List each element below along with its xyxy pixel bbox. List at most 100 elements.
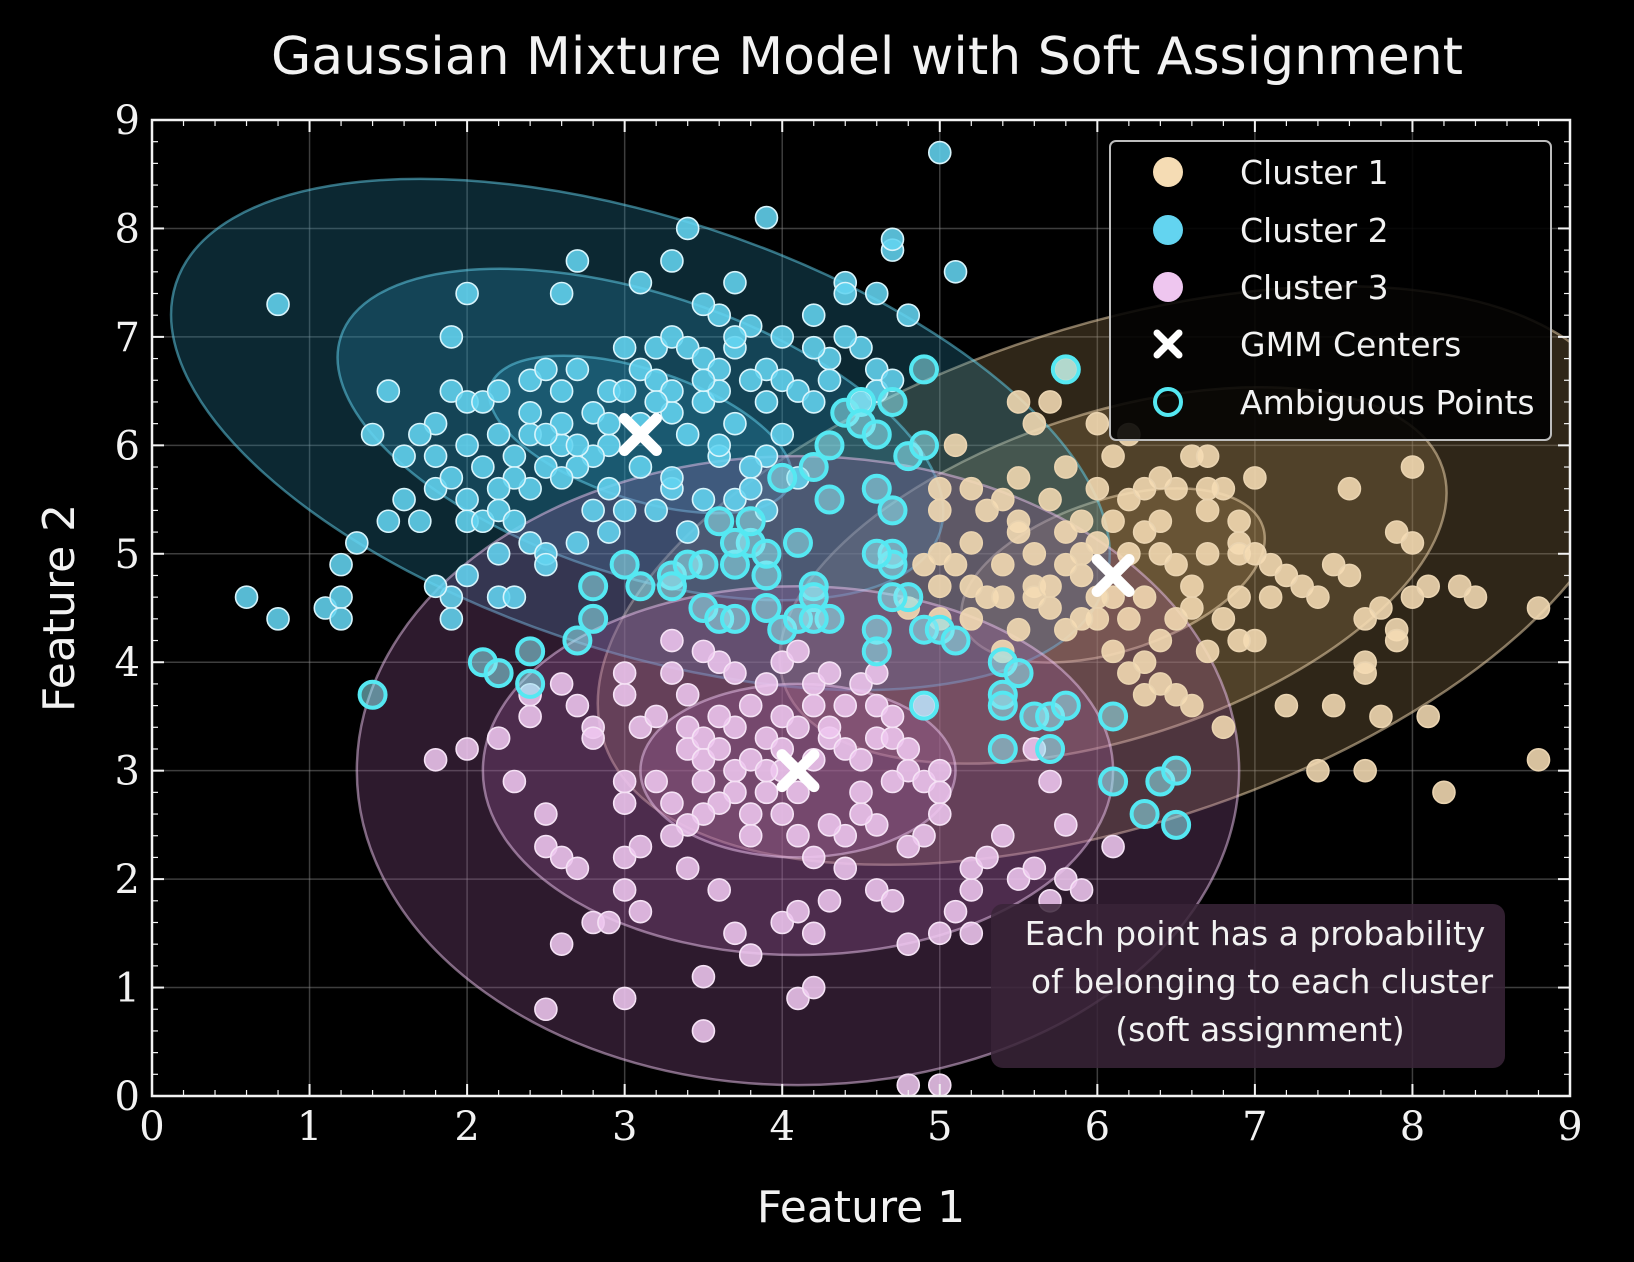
legend-label-cluster-2: Cluster 2 <box>1240 211 1389 250</box>
data-point-cluster-1 <box>1274 693 1299 718</box>
legend-marker-cluster-1 <box>1153 157 1183 187</box>
data-point-cluster-3 <box>660 661 684 685</box>
ambiguous-point <box>578 603 609 634</box>
data-point-cluster-1 <box>1085 411 1110 436</box>
data-point-cluster-2 <box>518 400 542 425</box>
data-point-cluster-2 <box>565 249 590 273</box>
data-point-cluster-2 <box>266 292 290 317</box>
data-point-cluster-3 <box>975 845 999 870</box>
data-point-cluster-1 <box>1400 455 1425 479</box>
data-point-cluster-3 <box>801 693 826 718</box>
data-point-cluster-1 <box>1337 476 1362 501</box>
data-point-cluster-1 <box>1054 552 1078 577</box>
data-point-cluster-2 <box>675 216 700 241</box>
data-point-cluster-2 <box>864 281 889 306</box>
data-point-cluster-1 <box>1306 758 1330 783</box>
data-point-cluster-2 <box>502 509 527 534</box>
data-point-cluster-2 <box>943 260 968 284</box>
data-point-cluster-1 <box>1180 596 1204 620</box>
data-point-cluster-3 <box>612 878 637 902</box>
ambiguous-point <box>987 733 1018 764</box>
data-point-cluster-2 <box>455 487 479 512</box>
data-point-cluster-1 <box>1054 520 1078 544</box>
data-point-cluster-1 <box>1117 607 1141 631</box>
data-point-cluster-1 <box>1384 520 1409 544</box>
data-point-cluster-2 <box>660 249 684 273</box>
data-point-cluster-3 <box>1101 834 1125 859</box>
data-point-cluster-3 <box>423 748 448 772</box>
data-point-cluster-1 <box>1132 682 1157 707</box>
data-point-cluster-2 <box>455 433 479 458</box>
data-point-cluster-1 <box>1038 574 1062 599</box>
data-point-cluster-3 <box>660 628 684 653</box>
annotation-line-3: (soft assignment) <box>1115 1010 1405 1049</box>
data-point-cluster-2 <box>408 509 432 534</box>
y-tick-label: 8 <box>115 206 140 252</box>
legend-label-ambiguous: Ambiguous Points <box>1240 383 1535 422</box>
data-point-cluster-2 <box>754 390 779 414</box>
data-point-cluster-2 <box>896 303 921 328</box>
data-point-cluster-2 <box>534 552 558 577</box>
data-point-cluster-3 <box>612 986 637 1011</box>
data-point-cluster-3 <box>660 791 684 816</box>
x-tick-label: 2 <box>454 1104 479 1150</box>
data-point-cluster-3 <box>786 639 810 664</box>
data-point-cluster-3 <box>786 899 810 924</box>
ambiguous-point <box>1035 733 1066 764</box>
ambiguous-point <box>625 571 656 602</box>
data-point-cluster-1 <box>1258 585 1283 609</box>
data-point-cluster-3 <box>628 899 653 924</box>
data-point-cluster-2 <box>628 455 653 479</box>
data-point-cluster-3 <box>738 693 763 718</box>
data-point-cluster-2 <box>502 444 527 468</box>
data-point-cluster-2 <box>455 563 479 588</box>
x-axis-label: Feature 1 <box>757 1182 965 1233</box>
data-point-cluster-3 <box>896 932 921 956</box>
data-point-cluster-2 <box>754 205 779 230</box>
y-tick-label: 2 <box>115 857 140 903</box>
data-point-cluster-1 <box>1006 520 1031 544</box>
data-point-cluster-2 <box>691 368 716 393</box>
data-point-cluster-3 <box>549 932 574 956</box>
data-point-cluster-2 <box>927 140 952 165</box>
data-point-cluster-3 <box>486 726 511 750</box>
data-point-cluster-3 <box>502 769 527 794</box>
data-point-cluster-1 <box>1195 541 1220 566</box>
data-point-cluster-1 <box>927 574 952 599</box>
data-point-cluster-1 <box>1526 596 1551 620</box>
data-point-cluster-1 <box>1022 541 1047 566</box>
legend: Cluster 1 Cluster 2 Cluster 3 GMM Center… <box>1109 140 1552 441</box>
data-point-cluster-3 <box>817 715 842 740</box>
gmm-center-cluster3 <box>776 749 820 793</box>
data-point-cluster-2 <box>329 585 353 609</box>
ambiguous-point <box>688 549 719 580</box>
data-point-cluster-2 <box>880 227 905 252</box>
ambiguous-point <box>767 462 798 493</box>
ambiguous-point <box>909 690 940 721</box>
data-point-cluster-2 <box>234 585 259 609</box>
x-tick-label: 7 <box>1242 1104 1267 1150</box>
ambiguous-point <box>751 538 782 569</box>
data-point-cluster-2 <box>549 466 574 490</box>
data-point-cluster-1 <box>1180 693 1204 718</box>
data-point-cluster-3 <box>707 737 732 761</box>
data-point-cluster-1 <box>1148 628 1173 653</box>
ambiguous-point <box>861 419 892 450</box>
data-point-cluster-3 <box>518 704 542 729</box>
data-point-cluster-1 <box>1022 411 1047 436</box>
data-point-cluster-2 <box>408 422 432 447</box>
data-point-cluster-3 <box>534 997 558 1022</box>
data-point-cluster-3 <box>817 813 842 837</box>
ambiguous-point <box>877 386 908 417</box>
data-point-cluster-3 <box>927 758 952 783</box>
data-point-cluster-2 <box>439 325 464 349</box>
data-point-cluster-1 <box>1180 574 1204 599</box>
data-point-cluster-3 <box>849 780 873 805</box>
data-point-cluster-3 <box>817 661 842 685</box>
data-point-cluster-3 <box>534 802 558 826</box>
ambiguous-point <box>719 603 750 634</box>
data-point-cluster-1 <box>1416 704 1440 729</box>
x-tick-label: 4 <box>769 1104 794 1150</box>
data-point-cluster-3 <box>896 1073 921 1096</box>
